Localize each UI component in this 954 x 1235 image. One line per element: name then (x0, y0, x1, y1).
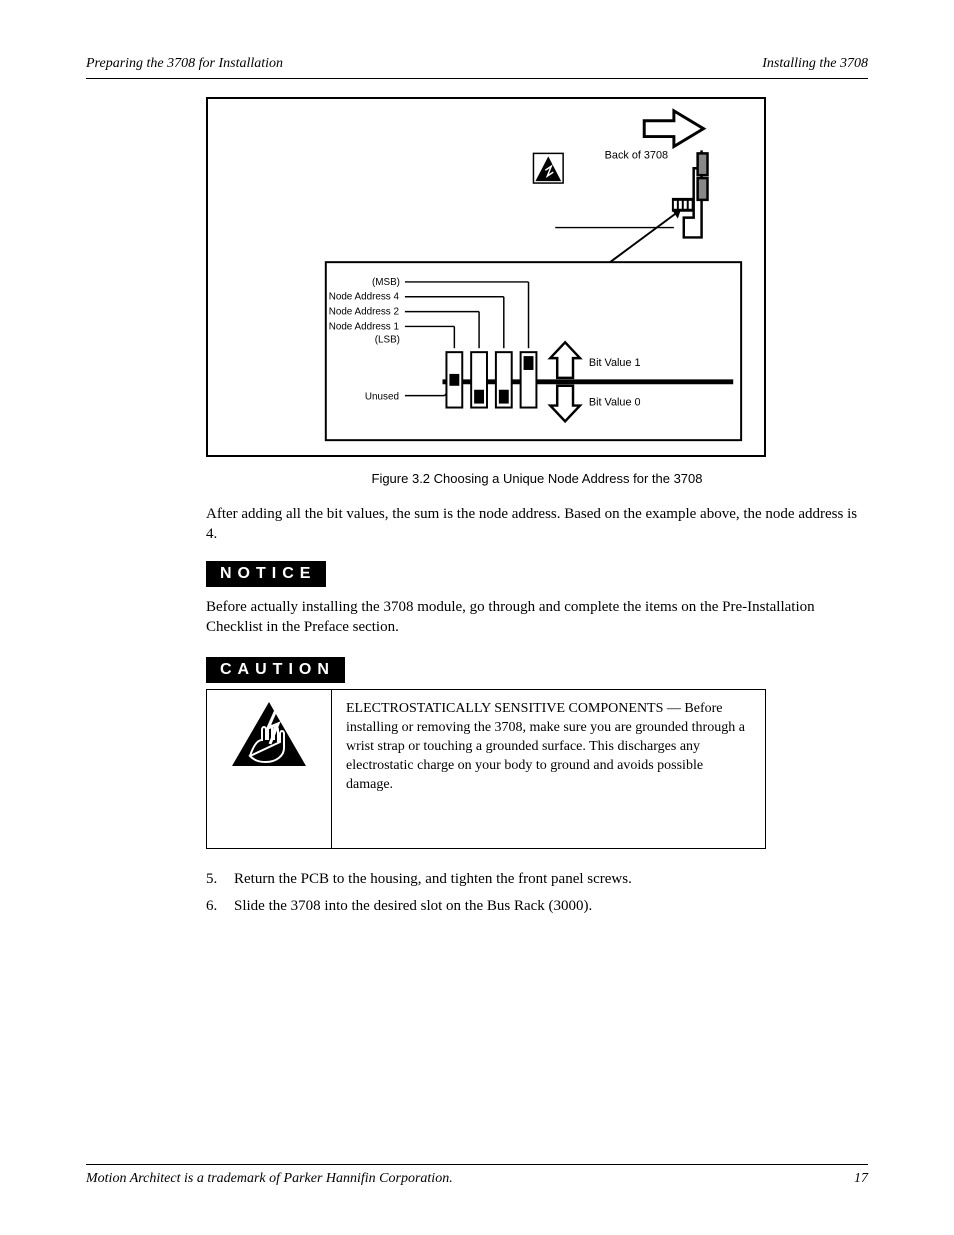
label-node-4: Node Address 4 (329, 292, 400, 303)
label-bit-1: Bit Value 1 (589, 357, 641, 369)
footer-page-number: 17 (854, 1171, 868, 1187)
label-unused: Unused (365, 392, 399, 403)
callout-arrow-line (601, 210, 681, 269)
running-header-right: Installing the 3708 (762, 56, 868, 72)
bottom-rule (86, 1164, 868, 1165)
running-header: Preparing the 3708 for Installation Inst… (86, 56, 868, 72)
label-bit-0: Bit Value 0 (589, 397, 641, 409)
esd-icon (230, 700, 308, 768)
dip-on-pcb (672, 198, 694, 212)
notice-label: NOTICE (206, 561, 326, 587)
step-6: 6. Slide the 3708 into the desired slot … (206, 898, 868, 915)
caution-box: ELECTROSTATICALLY SENSITIVE COMPONENTS —… (206, 689, 766, 849)
esd-mini-icon (533, 153, 563, 183)
figure-caption: Figure 3.2 Choosing a Unique Node Addres… (206, 471, 868, 486)
running-header-left: Preparing the 3708 for Installation (86, 56, 283, 72)
label-back-of-3708: Back of 3708 (605, 149, 668, 161)
label-node-2: Node Address 2 (329, 307, 399, 318)
label-msb: (MSB) (372, 277, 400, 288)
step-5-number: 5. (206, 871, 224, 888)
pcb-outline (684, 150, 708, 237)
notice-text: Before actually installing the 3708 modu… (206, 597, 868, 638)
label-node-1: Node Address 1 (329, 321, 400, 332)
label-lsb: (LSB) (375, 334, 400, 345)
figure-box: Back of 3708 (206, 97, 766, 457)
step-5-text: Return the PCB to the housing, and tight… (234, 871, 632, 888)
para-after-figure: After adding all the bit values, the sum… (206, 504, 868, 545)
caution-text: ELECTROSTATICALLY SENSITIVE COMPONENTS —… (332, 690, 765, 848)
footer-left: Motion Architect is a trademark of Parke… (86, 1171, 453, 1187)
top-rule (86, 78, 868, 79)
step-6-text: Slide the 3708 into the desired slot on … (234, 898, 592, 915)
content-column: Back of 3708 (206, 97, 868, 915)
back-arrow-icon (644, 111, 703, 147)
page: Preparing the 3708 for Installation Inst… (0, 0, 954, 1235)
figure-svg: Back of 3708 (208, 99, 764, 455)
step-5: 5. Return the PCB to the housing, and ti… (206, 871, 868, 888)
caution-label: CAUTION (206, 657, 345, 683)
caution-icon-cell (207, 690, 332, 848)
footer: Motion Architect is a trademark of Parke… (86, 1171, 868, 1187)
step-6-number: 6. (206, 898, 224, 915)
